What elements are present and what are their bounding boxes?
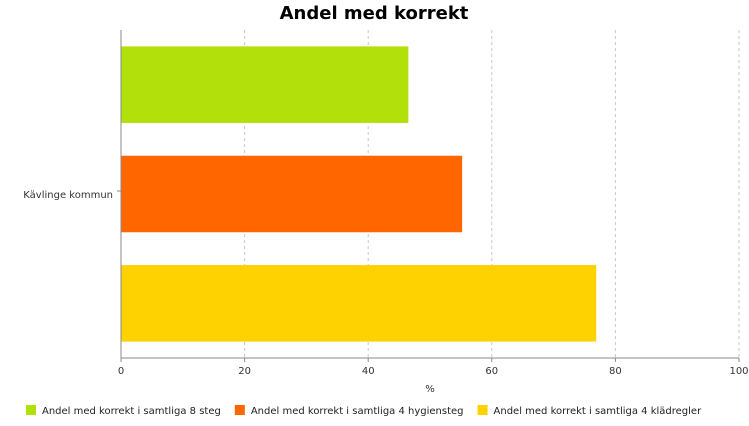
legend-label-3: Andel med korrekt i samtliga 4 klädregle…: [494, 406, 703, 417]
legend-swatch-2: [234, 405, 245, 415]
x-tick-label: 80: [609, 366, 622, 377]
x-axis-label: %: [425, 384, 435, 395]
bar-1: [121, 46, 409, 123]
x-tick-label: 0: [118, 366, 124, 377]
legend-label-1: Andel med korrekt i samtliga 8 steg: [42, 406, 221, 417]
legend-swatch-1: [26, 405, 36, 415]
bars: [121, 46, 597, 342]
x-tick-label: 60: [485, 366, 498, 377]
chart-title: Andel med korrekt: [280, 3, 469, 24]
bar-3: [121, 265, 597, 342]
x-tick-label: 20: [238, 366, 251, 377]
category-label: Kävlinge kommun: [23, 190, 113, 201]
legend-swatch-3: [477, 405, 488, 415]
legend: Andel med korrekt i samtliga 8 steg Andel…: [26, 405, 702, 417]
x-tick-label: 100: [729, 366, 748, 377]
legend-label-2: Andel med korrekt i samtliga 4 hygienste…: [251, 406, 464, 417]
x-tick-label: 40: [362, 366, 375, 377]
axes: 0 20 40 60 80 100: [117, 30, 749, 377]
bar-2: [121, 155, 463, 233]
